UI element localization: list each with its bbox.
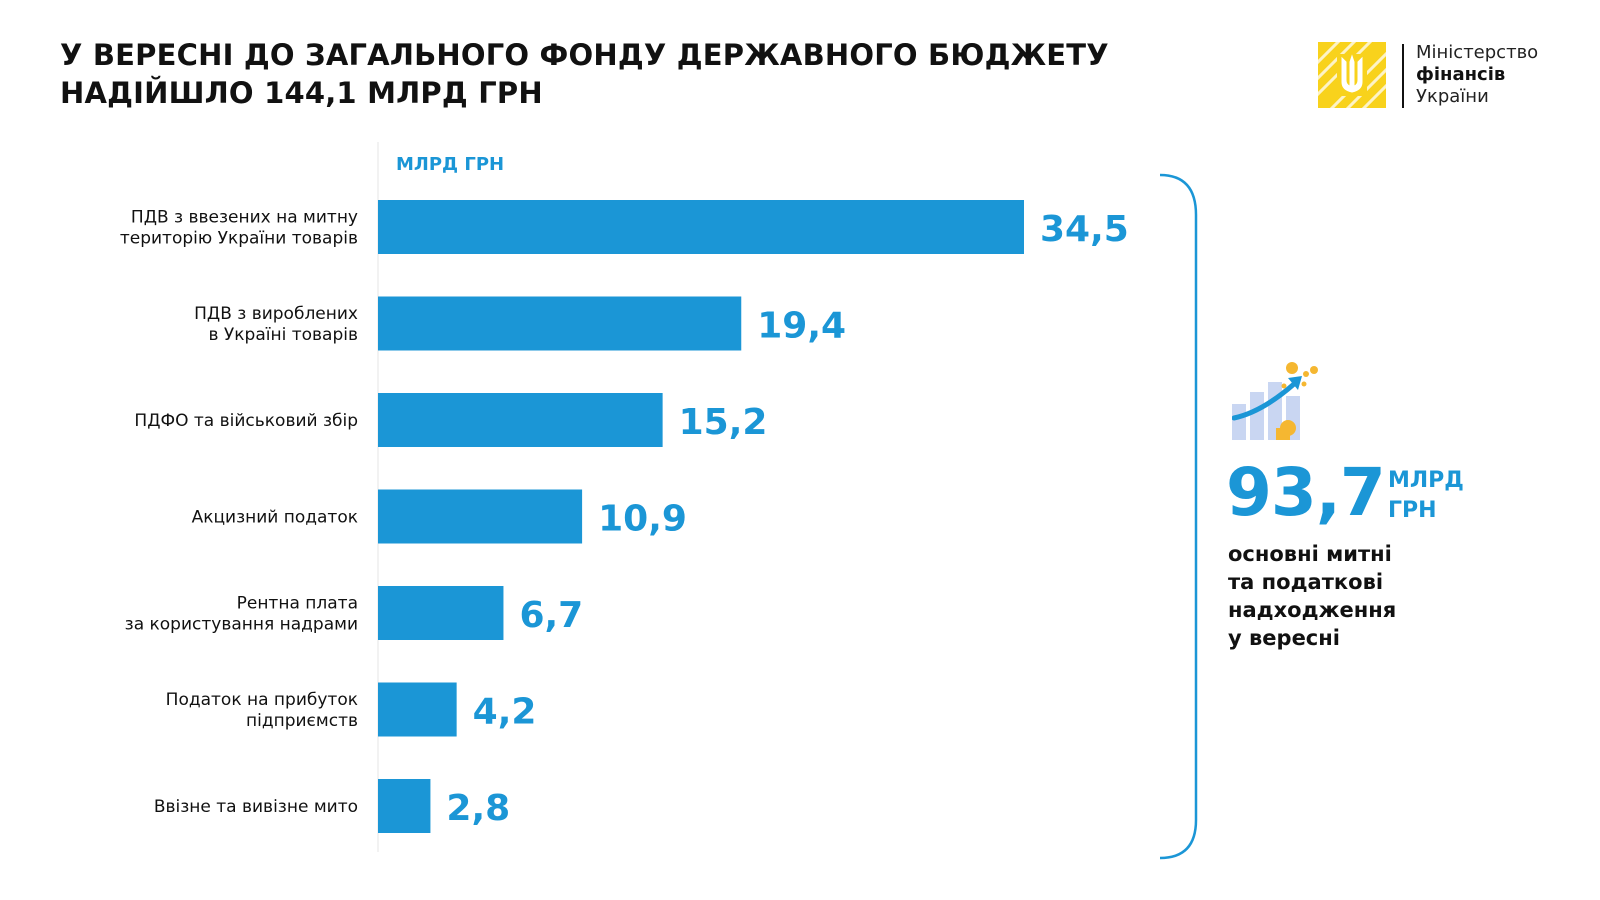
summary-desc-line-4: у вересні bbox=[1228, 626, 1340, 650]
trident-emblem-icon bbox=[1318, 42, 1386, 108]
bar bbox=[378, 586, 504, 640]
category-label: ПДФО та військовий збір bbox=[134, 411, 358, 431]
summary-desc-line-2: та податкові bbox=[1228, 570, 1384, 594]
bar-value-label: 4,2 bbox=[473, 692, 537, 733]
category-label: територію України товарів bbox=[120, 229, 358, 249]
axis-unit-label: МЛРД ГРН bbox=[396, 154, 505, 175]
summary-unit-line-2: ГРН bbox=[1388, 498, 1437, 523]
summary-desc-line-3: надходження bbox=[1228, 598, 1397, 622]
category-label: за користування надрами bbox=[125, 615, 358, 635]
summary-bracket bbox=[1159, 173, 1198, 860]
bar-value-label: 2,8 bbox=[446, 788, 510, 829]
logo-line-3: України bbox=[1416, 86, 1489, 107]
bar bbox=[378, 296, 742, 351]
bar-value-label: 34,5 bbox=[1040, 209, 1129, 250]
category-label: ПДВ з вироблених bbox=[194, 304, 358, 324]
category-label: в Україні товарів bbox=[209, 325, 359, 345]
logo-line-2: фінансів bbox=[1416, 64, 1506, 85]
bar bbox=[378, 779, 431, 833]
logo-separator bbox=[1402, 44, 1404, 108]
title-line-2: НАДІЙШЛО 144,1 МЛРД ГРН bbox=[60, 76, 543, 110]
page-title: У ВЕРЕСНІ ДО ЗАГАЛЬНОГО ФОНДУ ДЕРЖАВНОГО… bbox=[60, 36, 1240, 112]
title-line-1: У ВЕРЕСНІ ДО ЗАГАЛЬНОГО ФОНДУ ДЕРЖАВНОГО… bbox=[60, 38, 1109, 72]
bar-value-label: 6,7 bbox=[519, 595, 583, 636]
growth-chart-coins-icon bbox=[1231, 362, 1328, 446]
summary-unit-line-1: МЛРД bbox=[1388, 468, 1464, 493]
summary-total-unit: МЛРД ГРН bbox=[1388, 466, 1464, 526]
category-label: Рентна плата bbox=[237, 594, 358, 614]
category-label: Податок на прибуток bbox=[166, 690, 358, 710]
category-label: Ввізне та вивізне мито bbox=[154, 797, 358, 817]
bar bbox=[378, 393, 663, 447]
summary-desc-line-1: основні митні bbox=[1228, 542, 1392, 566]
logo-line-1: Міністерство bbox=[1416, 42, 1539, 63]
bar bbox=[378, 200, 1024, 254]
bar bbox=[378, 682, 457, 737]
bar-value-label: 15,2 bbox=[679, 402, 768, 443]
bar-value-label: 10,9 bbox=[598, 499, 687, 540]
category-label: підприємств bbox=[246, 711, 358, 731]
bar bbox=[378, 489, 583, 544]
category-label: ПДВ з ввезених на митну bbox=[131, 208, 358, 228]
category-label: Акцизний податок bbox=[192, 508, 358, 528]
logo-text: Міністерство фінансів України bbox=[1416, 42, 1538, 108]
bar-value-label: 19,4 bbox=[757, 306, 846, 347]
summary-total-value: 93,7 bbox=[1226, 454, 1386, 531]
ministry-logo: Міністерство фінансів України bbox=[1318, 42, 1588, 110]
summary-description: основні митні та податкові надходження у… bbox=[1228, 540, 1488, 652]
